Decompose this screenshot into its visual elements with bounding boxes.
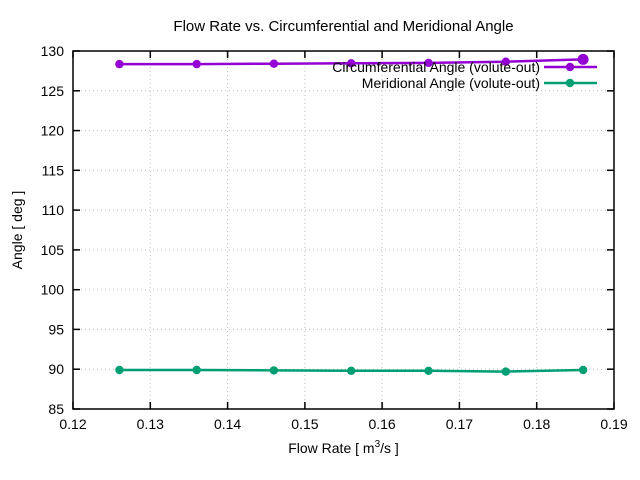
y-tick-label: 120	[41, 123, 65, 139]
legend-label-1: Meridional Angle (volute-out)	[362, 75, 540, 91]
legend-sample-marker-1	[565, 78, 575, 88]
x-tick-label: 0.14	[214, 416, 241, 432]
y-tick-label: 110	[42, 202, 65, 218]
chart-title: Flow Rate vs. Circumferential and Meridi…	[173, 18, 513, 35]
data-point	[115, 365, 124, 375]
x-axis-label: Flow Rate [ m3/s ]	[288, 439, 399, 456]
y-tick-label: 95	[48, 321, 64, 337]
data-point	[501, 57, 510, 66]
data-point	[269, 59, 279, 68]
data-point	[424, 58, 433, 68]
y-tick-label: 115	[42, 162, 65, 178]
x-tick-label: 0.17	[446, 416, 473, 432]
data-point	[501, 367, 510, 376]
x-tick-label: 0.18	[523, 416, 550, 432]
data-point	[578, 365, 588, 375]
legend-sample-marker-0	[565, 62, 575, 72]
y-tick-label: 100	[41, 282, 65, 298]
y-tick-label: 130	[41, 43, 65, 59]
y-tick-label: 125	[41, 83, 65, 99]
data-point	[115, 59, 124, 69]
data-point	[192, 365, 201, 375]
x-tick-label: 0.19	[600, 416, 627, 432]
legend-label-0: Circumferential Angle (volute-out)	[332, 59, 540, 75]
x-tick-label: 0.16	[368, 416, 395, 432]
x-tick-label: 0.15	[291, 416, 318, 432]
y-tick-label: 90	[48, 361, 64, 377]
data-point	[269, 366, 279, 375]
y-tick-label: 105	[41, 242, 65, 258]
data-point	[192, 59, 201, 69]
data-point	[347, 59, 356, 68]
plot-border	[72, 50, 615, 410]
y-tick-label: 85	[48, 401, 64, 417]
data-point	[577, 53, 589, 65]
x-tick-label: 0.13	[137, 416, 164, 432]
data-point	[347, 366, 356, 375]
x-tick-label: 0.12	[59, 416, 86, 432]
data-point	[424, 366, 433, 375]
y-axis-label: Angle [ deg ]	[9, 191, 25, 270]
